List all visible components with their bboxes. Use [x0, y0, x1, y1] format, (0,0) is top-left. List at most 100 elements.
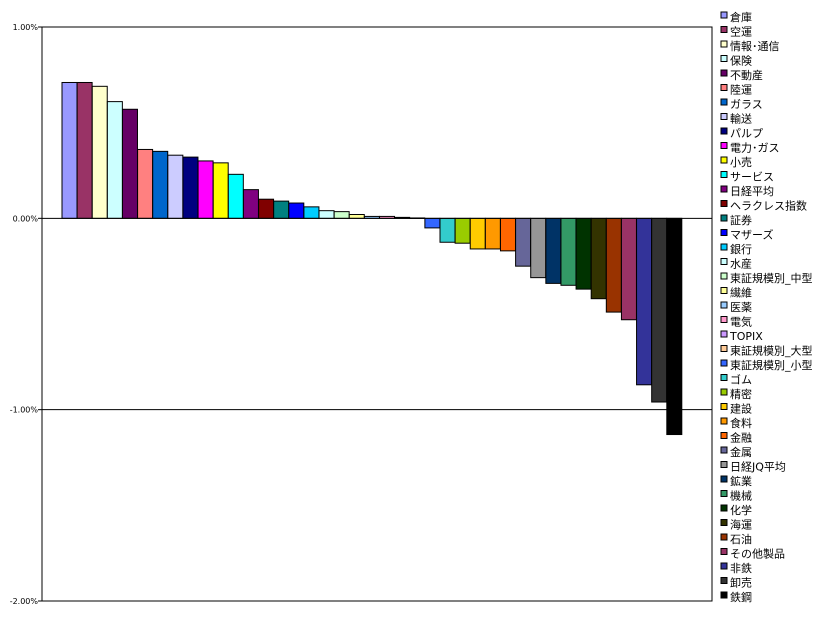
bar-16 [303, 206, 320, 219]
legend-label: 繊維 [730, 287, 752, 300]
legend-swatch [720, 403, 728, 410]
legend-label: 東証規模別_大型 [730, 344, 813, 358]
legend-swatch [720, 388, 728, 396]
legend-swatch [720, 504, 728, 512]
bar-14 [273, 200, 290, 219]
bar-18 [333, 211, 350, 219]
legend-label: 鉄鋼 [730, 590, 752, 604]
legend-swatch [720, 301, 728, 309]
legend-item: 空運 [720, 25, 752, 39]
legend-item: 日経JQ平均 [720, 461, 786, 474]
legend-label: 陸運 [730, 84, 752, 97]
legend-swatch [720, 374, 728, 381]
legend-swatch [720, 272, 728, 280]
bar-1 [76, 81, 93, 219]
legend-label: パルプ [730, 127, 763, 140]
legend-swatch [720, 171, 728, 178]
legend-item: 卸売 [720, 576, 752, 590]
legend-label: 東証規模別_小型 [730, 358, 813, 372]
legend-label: 機械 [730, 489, 752, 503]
bar-35 [590, 217, 607, 300]
legend-label: 医薬 [730, 301, 752, 314]
legend-swatch [720, 127, 728, 135]
legend-label: サービス [730, 171, 774, 184]
legend-label: マザーズ [730, 228, 773, 242]
legend-label: 石油 [730, 532, 752, 546]
legend-label: 化学 [730, 503, 752, 517]
legend-swatch [720, 562, 728, 570]
bar-5 [137, 148, 154, 219]
legend-item: 鉄鋼 [720, 590, 752, 604]
legend-item: 陸運 [720, 84, 752, 97]
legend-label: ゴム [730, 373, 752, 387]
legend-label: 日経JQ平均 [730, 461, 786, 474]
bar-33 [560, 217, 577, 286]
legend-item: ヘラクレス指数 [720, 199, 807, 213]
legend-swatch [720, 40, 728, 48]
legend-item: 海運 [720, 518, 752, 532]
legend-swatch [720, 26, 728, 33]
bar-34 [575, 217, 592, 290]
legend-label: ガラス [730, 98, 763, 111]
plot-area [41, 26, 713, 602]
legend-label: 倉庫 [730, 10, 752, 24]
legend-item: その他製品 [720, 547, 785, 561]
legend-item: ガラス [720, 98, 763, 111]
y-tick-label: -1.00% [10, 406, 39, 415]
legend-item: 日経平均 [720, 185, 774, 198]
legend-label: 水産 [730, 258, 752, 271]
legend-item: 食料 [720, 416, 752, 430]
legend-label: 証券 [730, 213, 752, 227]
legend-label: 輸送 [730, 112, 752, 126]
bar-27 [469, 217, 486, 250]
legend-swatch [720, 214, 728, 222]
legend-swatch [720, 577, 728, 584]
legend-item: 小売 [720, 156, 752, 169]
legend-swatch [720, 69, 728, 77]
legend-item: 精密 [720, 387, 752, 401]
legend-item: 化学 [720, 503, 752, 517]
legend-swatch [720, 417, 728, 425]
legend-swatch [720, 113, 728, 120]
legend-item: 証券 [720, 213, 752, 227]
legend-label: 銀行 [730, 242, 752, 256]
bar-38 [636, 217, 653, 386]
legend-swatch [720, 243, 728, 251]
legend-swatch [720, 345, 728, 352]
legend-item: パルプ [720, 127, 763, 140]
bar-24 [424, 217, 441, 229]
legend-item: ゴム [720, 373, 752, 387]
legend-swatch [720, 591, 728, 599]
legend-swatch [720, 475, 728, 483]
legend-swatch [720, 533, 728, 541]
bar-11 [227, 173, 244, 219]
legend-item: 東証規模別_小型 [720, 358, 813, 372]
legend-item: 倉庫 [720, 10, 752, 24]
bar-12 [242, 189, 259, 219]
legend-item: 機械 [720, 489, 752, 503]
bar-25 [439, 217, 456, 243]
bar-9 [197, 160, 214, 219]
bar-37 [620, 217, 637, 321]
bar-31 [530, 217, 547, 279]
legend-swatch [720, 519, 728, 526]
legend-label: 非鉄 [730, 561, 752, 575]
legend-label: 建設 [730, 402, 752, 416]
legend-item: 繊維 [720, 287, 752, 300]
legend-swatch [720, 316, 728, 323]
legend-label: その他製品 [730, 547, 785, 561]
legend-item: 電力･ガス [720, 142, 780, 155]
legend-swatch [720, 156, 728, 164]
legend-swatch [720, 229, 728, 236]
legend-label: 東証規模別_中型 [730, 271, 813, 285]
legend-item: TOPIX [720, 330, 763, 343]
bar-2 [91, 85, 108, 219]
legend-label: 電気 [730, 315, 752, 329]
bar-28 [484, 217, 501, 250]
bar-17 [318, 210, 335, 219]
legend-label: 精密 [730, 387, 752, 401]
legend-swatch [720, 142, 728, 149]
legend-label: 卸売 [730, 576, 752, 590]
bar-0 [61, 81, 78, 219]
legend-item: サービス [720, 171, 774, 184]
